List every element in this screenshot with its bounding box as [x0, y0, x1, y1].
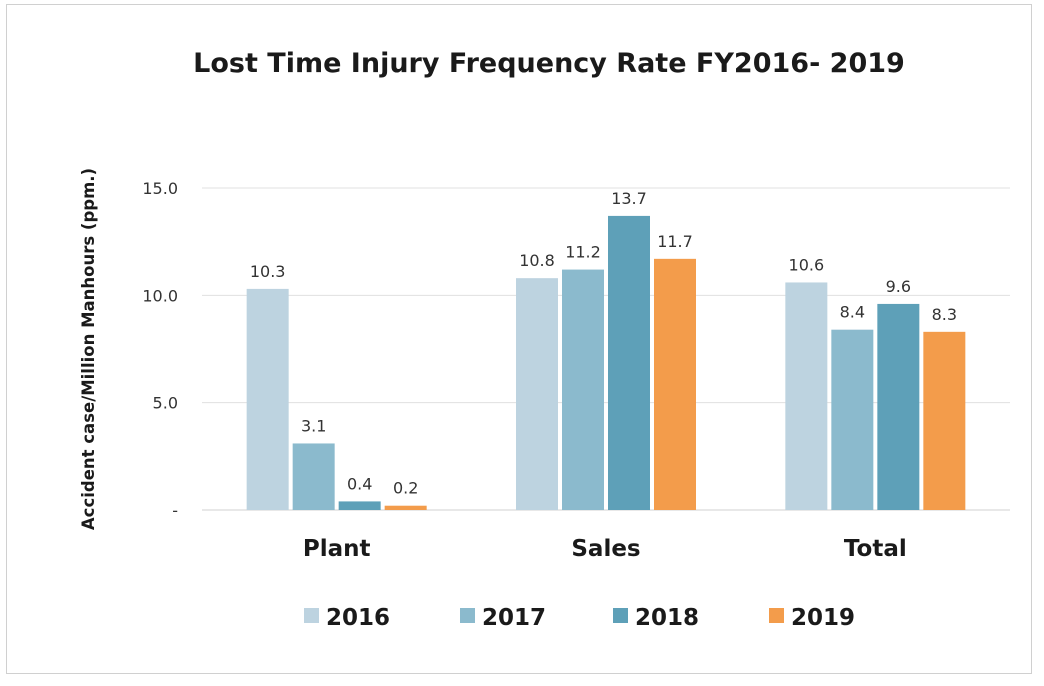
data-label: 9.6 [886, 277, 911, 296]
y-tick-label: 5.0 [153, 394, 178, 413]
category-label-total: Total [844, 536, 907, 562]
data-label: 0.2 [393, 479, 418, 498]
bar-total-2019 [923, 331, 966, 510]
data-label: 8.4 [840, 303, 865, 322]
legend-item-2019: 2019 [769, 605, 855, 631]
bar-total-2016 [785, 282, 828, 510]
y-tick-label: 15.0 [142, 179, 178, 198]
y-axis-label: Accident case/Million Manhours (ppm.) [79, 168, 98, 530]
bars [246, 215, 966, 510]
y-tick-label: 10.0 [142, 286, 178, 305]
bar-plant-2019 [384, 505, 427, 510]
bar-total-2017 [831, 329, 874, 510]
data-label: 10.3 [250, 262, 286, 281]
legend-label: 2018 [635, 605, 699, 631]
legend-swatch [769, 608, 784, 623]
gridlines [202, 187, 1010, 511]
legend-label: 2019 [791, 605, 855, 631]
bar-total-2018 [877, 303, 920, 510]
legend-item-2017: 2017 [460, 605, 546, 631]
data-label: 11.7 [657, 232, 693, 251]
legend-label: 2017 [482, 605, 546, 631]
legend-label: 2016 [326, 605, 390, 631]
data-label: 13.7 [611, 189, 647, 208]
legend-item-2016: 2016 [304, 605, 390, 631]
data-label: 3.1 [301, 416, 326, 435]
data-label: 10.6 [789, 255, 825, 274]
bar-plant-2017 [292, 443, 335, 510]
legend-swatch [304, 608, 319, 623]
legend: 2016 2017 2018 2019 [304, 605, 855, 631]
data-label: 0.4 [347, 474, 372, 493]
bar-plant-2016 [246, 288, 289, 510]
category-label-sales: Sales [571, 536, 640, 562]
bar-sales-2019 [654, 258, 696, 510]
category-label-plant: Plant [303, 536, 371, 562]
data-label: 8.3 [932, 305, 957, 324]
legend-swatch [613, 608, 628, 623]
y-axis-ticks: - 5.0 10.0 15.0 [142, 179, 178, 520]
category-labels: Plant Sales Total [303, 536, 907, 562]
bar-plant-2018 [338, 501, 381, 510]
chart-title: Lost Time Injury Frequency Rate FY2016- … [193, 48, 905, 79]
bar-sales-2017 [562, 269, 604, 510]
bar-sales-2016 [516, 278, 558, 510]
data-label: 10.8 [519, 251, 555, 270]
data-label: 11.2 [565, 243, 601, 262]
legend-item-2018: 2018 [613, 605, 699, 631]
y-tick-label: - [172, 501, 178, 520]
bar-sales-2018 [608, 215, 650, 510]
data-labels: 10.3 3.1 0.4 0.2 10.8 11.2 13.7 11.7 10.6 8.4 9.6 8… [250, 189, 957, 498]
legend-swatch [460, 608, 475, 623]
